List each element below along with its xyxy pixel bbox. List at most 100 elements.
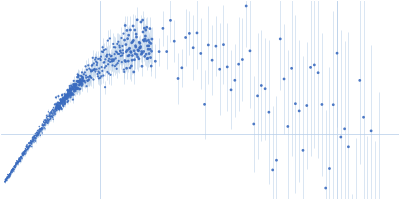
Point xyxy=(5,175,12,178)
Point xyxy=(87,75,94,79)
Point xyxy=(36,131,42,134)
Point xyxy=(43,121,50,124)
Point xyxy=(56,107,62,110)
Point xyxy=(118,54,124,58)
Point xyxy=(112,53,118,56)
Point xyxy=(57,98,64,101)
Point xyxy=(54,105,61,109)
Point xyxy=(78,80,85,83)
Point xyxy=(104,53,110,56)
Point xyxy=(17,160,24,163)
Point xyxy=(74,76,80,79)
Point xyxy=(23,145,29,148)
Point xyxy=(59,97,66,100)
Point xyxy=(140,50,147,53)
Point xyxy=(30,140,36,143)
Point xyxy=(94,61,100,64)
Point xyxy=(146,52,152,55)
Point xyxy=(17,156,24,159)
Point xyxy=(59,100,65,103)
Point xyxy=(23,151,29,155)
Point xyxy=(64,97,70,100)
Point xyxy=(50,114,56,117)
Point xyxy=(62,100,68,103)
Point xyxy=(10,168,16,171)
Point xyxy=(137,42,143,45)
Point xyxy=(18,158,24,161)
Point xyxy=(141,27,148,30)
Point xyxy=(63,93,69,97)
Point xyxy=(73,84,79,87)
Point xyxy=(145,48,151,51)
Point xyxy=(64,96,70,99)
Point xyxy=(105,59,112,62)
Point xyxy=(35,130,41,133)
Point xyxy=(5,174,12,178)
Point xyxy=(2,180,8,183)
Point xyxy=(74,87,80,90)
Point xyxy=(93,60,99,63)
Point xyxy=(6,174,13,177)
Point xyxy=(8,170,14,173)
Point xyxy=(62,97,68,100)
Point xyxy=(116,46,123,49)
Point xyxy=(15,160,22,163)
Point xyxy=(106,72,112,75)
Point xyxy=(60,97,66,100)
Point xyxy=(44,114,50,117)
Point xyxy=(122,24,128,27)
Point xyxy=(43,119,49,122)
Point xyxy=(48,111,54,114)
Point xyxy=(128,41,135,44)
Point xyxy=(80,77,86,80)
Point xyxy=(167,19,174,22)
Point xyxy=(130,39,137,42)
Point xyxy=(51,111,57,114)
Point xyxy=(30,135,36,138)
Point xyxy=(334,52,340,55)
Point xyxy=(125,54,131,58)
Point xyxy=(6,175,12,178)
Point xyxy=(19,157,25,160)
Point xyxy=(74,73,81,76)
Point xyxy=(140,38,146,42)
Point xyxy=(292,102,299,105)
Point xyxy=(66,89,72,92)
Point xyxy=(110,42,116,46)
Point xyxy=(25,145,32,149)
Point xyxy=(90,62,97,65)
Point xyxy=(92,58,98,61)
Point xyxy=(62,95,68,98)
Point xyxy=(74,87,81,90)
Point xyxy=(40,120,47,123)
Point xyxy=(28,145,35,148)
Point xyxy=(25,147,31,150)
Point xyxy=(42,122,48,126)
Point xyxy=(55,106,62,109)
Point xyxy=(19,153,26,156)
Point xyxy=(36,132,42,136)
Point xyxy=(16,158,22,161)
Point xyxy=(21,150,27,153)
Point xyxy=(288,67,295,70)
Point xyxy=(24,145,30,148)
Point xyxy=(285,125,291,128)
Point xyxy=(68,91,75,95)
Point xyxy=(133,33,139,36)
Point xyxy=(88,64,95,67)
Point xyxy=(2,178,9,181)
Point xyxy=(10,169,17,173)
Point xyxy=(40,120,47,123)
Point xyxy=(76,81,82,84)
Point xyxy=(67,89,73,93)
Point xyxy=(315,71,321,74)
Point xyxy=(54,104,60,108)
Point xyxy=(11,165,17,168)
Point xyxy=(27,141,33,144)
Point xyxy=(86,75,93,78)
Point xyxy=(40,124,46,127)
Point xyxy=(42,124,48,127)
Point xyxy=(110,59,117,62)
Point xyxy=(75,86,81,89)
Point xyxy=(26,142,32,145)
